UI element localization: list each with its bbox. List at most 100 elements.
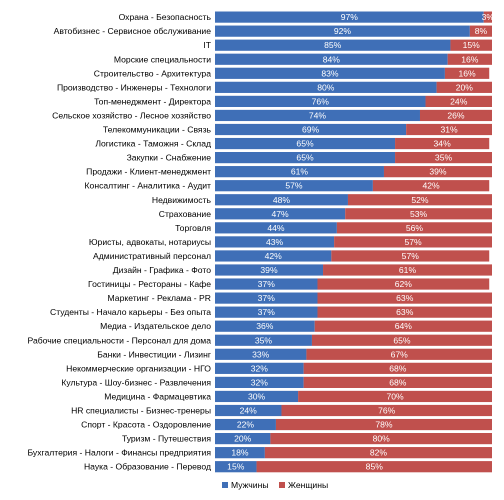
value-label-women: 39% [429, 167, 447, 177]
value-label-women: 26% [447, 110, 465, 120]
bar-men [215, 180, 373, 192]
category-label: Бухгалтерия - Налоги - Финансы предприят… [27, 448, 211, 458]
bar-women [436, 81, 492, 93]
bar-men [215, 306, 318, 318]
value-label-men: 30% [248, 391, 266, 401]
bar-women [303, 362, 492, 374]
category-label: Наука - Образование - Перевод [84, 462, 211, 472]
value-label-men: 24% [240, 406, 258, 416]
value-label-women: 3% [482, 12, 495, 22]
bar-women [281, 404, 492, 417]
bar-women [275, 418, 492, 431]
category-label: IT [203, 40, 211, 50]
value-label-men: 57% [285, 181, 303, 191]
value-label-women: 85% [366, 462, 384, 472]
bar-women [306, 348, 492, 360]
bar-men [215, 461, 257, 473]
value-label-women: 64% [395, 321, 413, 331]
bar-men [215, 334, 312, 346]
category-label: Страхование [159, 209, 211, 219]
legend: Мужчины Женщины [222, 480, 328, 490]
bar-men [215, 95, 426, 107]
bar-women [444, 67, 490, 79]
bar-men [215, 418, 276, 431]
value-label-men: 92% [334, 26, 352, 36]
value-label-men: 33% [252, 349, 270, 359]
category-label: Телекоммуникации - Связь [103, 125, 212, 135]
value-label-women: 78% [375, 420, 393, 430]
value-label-women: 56% [406, 223, 424, 233]
category-label: Охрана - Безопасность [119, 12, 212, 22]
category-label: Туризм - Путешествия [122, 434, 211, 444]
bar-men [215, 11, 484, 23]
value-label-men: 85% [324, 40, 342, 50]
value-label-women: 76% [378, 406, 396, 416]
bar-women [383, 166, 492, 178]
value-label-men: 47% [271, 209, 289, 219]
bar-men [215, 81, 437, 93]
bar-men [215, 447, 265, 459]
category-label: Автобизнес - Сервисное обслуживание [54, 26, 212, 36]
bar-men [215, 194, 348, 206]
category-label: Медиа - Издательское дело [100, 321, 211, 331]
value-label-men: 15% [227, 462, 245, 472]
value-label-women: 70% [386, 391, 404, 401]
value-label-men: 80% [317, 82, 335, 92]
category-label: Дизайн - Графика - Фото [113, 265, 211, 275]
value-label-men: 32% [251, 363, 269, 373]
category-label: Маркетинг - Реклама - PR [108, 293, 211, 303]
value-label-women: 65% [393, 335, 411, 345]
category-label: Административный персонал [93, 251, 211, 261]
value-label-women: 57% [404, 237, 422, 247]
legend-label-women: Женщины [288, 480, 328, 490]
category-label: Юристы, адвокаты, нотариусы [89, 237, 211, 247]
value-label-men: 65% [296, 153, 314, 163]
value-label-women: 68% [389, 363, 407, 373]
bar-women [323, 264, 492, 276]
bar-women [450, 39, 492, 51]
bar-men [215, 67, 445, 79]
category-label: Недвижимость [152, 195, 212, 205]
value-label-women: 61% [399, 265, 417, 275]
bar-women [303, 376, 492, 388]
bar-women [314, 320, 492, 332]
value-label-women: 8% [475, 26, 488, 36]
value-label-women: 24% [450, 96, 468, 106]
value-label-men: 84% [323, 54, 341, 64]
bar-men [215, 166, 384, 178]
legend-swatch-men [222, 482, 228, 488]
value-label-women: 80% [373, 434, 391, 444]
value-label-men: 20% [234, 434, 252, 444]
value-label-men: 69% [302, 125, 320, 135]
bar-men [215, 236, 335, 248]
bar-women [406, 123, 492, 136]
bar-men [215, 433, 271, 445]
value-label-women: 53% [410, 209, 428, 219]
category-label: Спорт - Красота - Оздоровление [81, 420, 211, 430]
value-label-men: 65% [296, 139, 314, 149]
category-label: Производство - Инженеры - Технологи [57, 82, 211, 92]
value-label-men: 37% [258, 279, 276, 289]
bar-women [311, 334, 492, 346]
category-label: Топ-менеджмент - Директора [94, 96, 211, 106]
value-label-women: 20% [456, 82, 474, 92]
bar-men [215, 137, 396, 150]
value-label-men: 97% [341, 12, 359, 22]
value-label-women: 31% [440, 125, 458, 135]
bar-women [425, 95, 492, 107]
value-label-men: 37% [258, 307, 276, 317]
value-label-men: 44% [267, 223, 285, 233]
value-label-men: 48% [273, 195, 291, 205]
value-label-men: 83% [321, 68, 339, 78]
category-label: Культура - Шоу-бизнес - Развлечения [61, 377, 211, 387]
bar-women [347, 194, 492, 206]
bar-men [215, 404, 282, 417]
bar-men [215, 278, 318, 290]
bar-women [469, 25, 492, 37]
bar-men [215, 208, 346, 220]
bar-women [317, 292, 492, 304]
category-label: Логистика - Таможня - Склад [95, 139, 211, 149]
value-label-women: 63% [396, 307, 414, 317]
category-label: Строительство - Архитектура [94, 68, 211, 78]
